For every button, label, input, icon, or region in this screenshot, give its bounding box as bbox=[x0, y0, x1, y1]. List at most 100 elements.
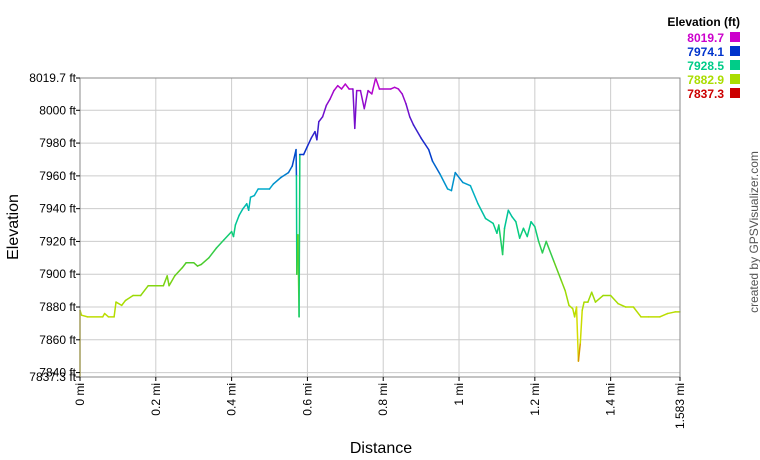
y-tick-label: 7880 ft bbox=[39, 300, 76, 314]
elevation-segment bbox=[534, 225, 540, 243]
elevation-segment bbox=[371, 77, 377, 95]
elevation-segment bbox=[354, 89, 358, 130]
elevation-segment bbox=[401, 93, 407, 105]
elevation-segment bbox=[462, 181, 472, 187]
legend-swatch bbox=[730, 74, 740, 84]
elevation-segment bbox=[253, 188, 259, 197]
elevation-segment bbox=[306, 137, 312, 148]
elevation-segment bbox=[268, 183, 275, 190]
legend-label: 7928.5 bbox=[687, 59, 724, 73]
plot-frame bbox=[79, 77, 681, 378]
elevation-segment bbox=[120, 299, 127, 307]
y-tick-label: 7920 ft bbox=[39, 234, 76, 248]
elevation-segment bbox=[560, 280, 566, 292]
elevation-segment bbox=[168, 275, 176, 287]
elevation-segment bbox=[409, 116, 415, 126]
elevation-segment bbox=[174, 266, 184, 277]
x-tick-label: 0 mi bbox=[73, 383, 87, 406]
elevation-segment bbox=[344, 83, 350, 90]
elevation-segment bbox=[80, 314, 89, 318]
x-tick-label: 0.4 mi bbox=[225, 383, 239, 416]
elevation-segment bbox=[439, 173, 449, 190]
x-tick-label: 0.6 mi bbox=[300, 383, 314, 416]
elevation-line bbox=[79, 77, 681, 378]
elevation-segment bbox=[526, 221, 532, 238]
elevation-segment bbox=[431, 160, 441, 175]
legend: Elevation (ft) 8019.77974.17928.57882.97… bbox=[667, 15, 740, 101]
elevation-segment bbox=[427, 148, 434, 162]
elevation-segment bbox=[329, 89, 335, 100]
credit-text: created by GPSVisualizer.com bbox=[747, 151, 760, 313]
elevation-segment bbox=[484, 217, 494, 225]
elevation-segment bbox=[405, 102, 411, 118]
elevation-segment bbox=[336, 84, 343, 90]
elevation-segment bbox=[666, 311, 676, 315]
elevation-segment bbox=[498, 224, 504, 256]
legend-title: Elevation (ft) bbox=[667, 15, 740, 29]
y-tick-label: 7960 ft bbox=[39, 169, 76, 183]
y-tick-label: 7940 ft bbox=[39, 202, 76, 216]
elevation-segment bbox=[553, 260, 563, 282]
elevation-segment bbox=[450, 171, 456, 192]
elevation-segment bbox=[590, 291, 597, 303]
elevation-segment bbox=[522, 227, 529, 238]
elevation-segment bbox=[363, 89, 369, 110]
elevation-segment bbox=[374, 77, 381, 90]
y-tick-label: 7860 ft bbox=[39, 333, 76, 347]
elevation-segment bbox=[238, 207, 244, 216]
elevation-segment bbox=[124, 294, 134, 302]
elevation-segment bbox=[541, 240, 547, 254]
y-tick-label: 8019.7 ft bbox=[29, 71, 76, 85]
elevation-segment bbox=[287, 165, 294, 174]
legend-swatch bbox=[730, 88, 740, 98]
x-tick-label: 0.2 mi bbox=[149, 383, 163, 416]
elevation-segment bbox=[223, 230, 233, 241]
legend-label: 7882.9 bbox=[687, 73, 724, 87]
elevation-segment bbox=[115, 301, 123, 307]
x-axis-title: Distance bbox=[350, 440, 412, 457]
elevation-segment bbox=[103, 312, 110, 318]
elevation-segment bbox=[577, 342, 582, 362]
elevation-segment bbox=[581, 301, 585, 312]
elevation-segment bbox=[507, 209, 513, 218]
x-tick-label: 0.8 mi bbox=[376, 383, 390, 416]
y-tick-label: 7980 ft bbox=[39, 136, 76, 150]
elevation-segment bbox=[469, 184, 479, 205]
x-tick-label: 1.583 mi bbox=[673, 383, 687, 429]
elevation-segment bbox=[247, 196, 252, 212]
elevation-segment bbox=[537, 240, 544, 254]
elevation-segment bbox=[609, 294, 619, 305]
elevation-segment bbox=[215, 239, 225, 249]
elevation-segment bbox=[192, 261, 199, 267]
x-tick-labels: 0 mi 0.2 mi 0.4 mi 0.6 mi 0.8 mi 1 mi 1.2 mi 1.… bbox=[73, 377, 687, 429]
elevation-segment bbox=[310, 130, 316, 139]
elevation-segment bbox=[594, 294, 604, 303]
y-tick-label: 8000 ft bbox=[39, 103, 76, 117]
x-tick-label: 1.4 mi bbox=[604, 383, 618, 416]
elevation-segment bbox=[659, 312, 669, 318]
elevation-segment bbox=[181, 261, 187, 269]
y-tick-label: 7900 ft bbox=[39, 267, 76, 281]
elevation-segment bbox=[139, 284, 149, 297]
legend-swatch bbox=[730, 46, 740, 56]
y-tick-label: 7840 ft bbox=[39, 366, 76, 380]
elevation-segment bbox=[492, 222, 498, 234]
elevation-segment bbox=[454, 171, 464, 184]
elevation-segment bbox=[579, 309, 583, 344]
elevation-segment bbox=[412, 124, 422, 139]
elevation-segment bbox=[575, 306, 580, 362]
x-tick-label: 1 mi bbox=[452, 383, 466, 406]
elevation-segment bbox=[511, 216, 517, 223]
y-tick-label: 7837.3 ft bbox=[29, 370, 76, 384]
elevation-segment bbox=[545, 240, 555, 262]
elevation-segment bbox=[420, 137, 430, 151]
elevation-segment bbox=[325, 98, 331, 107]
elevation-segment bbox=[113, 301, 117, 318]
elevation-segment bbox=[397, 88, 403, 95]
elevation-segment bbox=[234, 214, 240, 226]
legend-label: 7837.3 bbox=[687, 87, 724, 101]
elevation-segment bbox=[518, 227, 525, 239]
elevation-segment bbox=[340, 83, 347, 90]
